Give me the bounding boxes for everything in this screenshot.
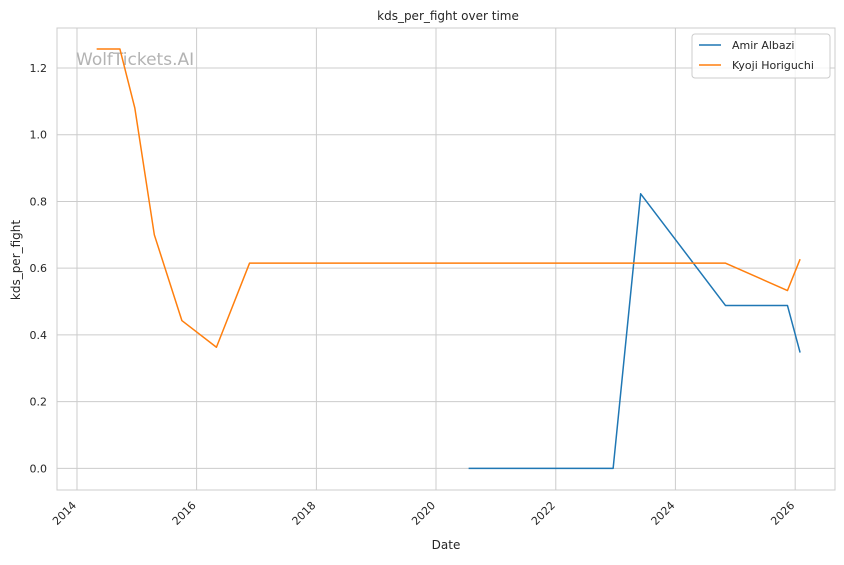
y-tick-label: 0.6	[30, 262, 48, 275]
y-tick-label: 1.0	[30, 129, 48, 142]
y-tick-label: 1.2	[30, 62, 48, 75]
plot-area	[56, 27, 836, 491]
series-line-kyoji-horiguchi	[96, 48, 801, 348]
chart-title: kds_per_fight over time	[377, 9, 519, 23]
legend-label-kyoji-horiguchi: Kyoji Horiguchi	[732, 59, 814, 72]
y-tick-label: 0.8	[30, 195, 48, 208]
watermark: WolfTickets.AI	[76, 50, 194, 70]
y-axis-label: kds_per_fight	[9, 220, 23, 301]
y-tick-label: 0.0	[30, 462, 48, 475]
series-line-amir-albazi	[468, 193, 801, 470]
y-tick-label: 0.4	[30, 329, 48, 342]
y-tick-label: 0.2	[30, 396, 48, 409]
legend-box	[691, 33, 831, 79]
y-axis-ticks: 0.0 0.2 0.4 0.6 0.8 1.0 1.2	[30, 62, 48, 475]
series	[96, 48, 801, 470]
x-axis-label: Date	[432, 538, 461, 552]
legend: Amir Albazi Kyoji Horiguchi	[691, 33, 831, 79]
grid	[57, 28, 835, 490]
legend-label-amir-albazi: Amir Albazi	[732, 39, 794, 52]
